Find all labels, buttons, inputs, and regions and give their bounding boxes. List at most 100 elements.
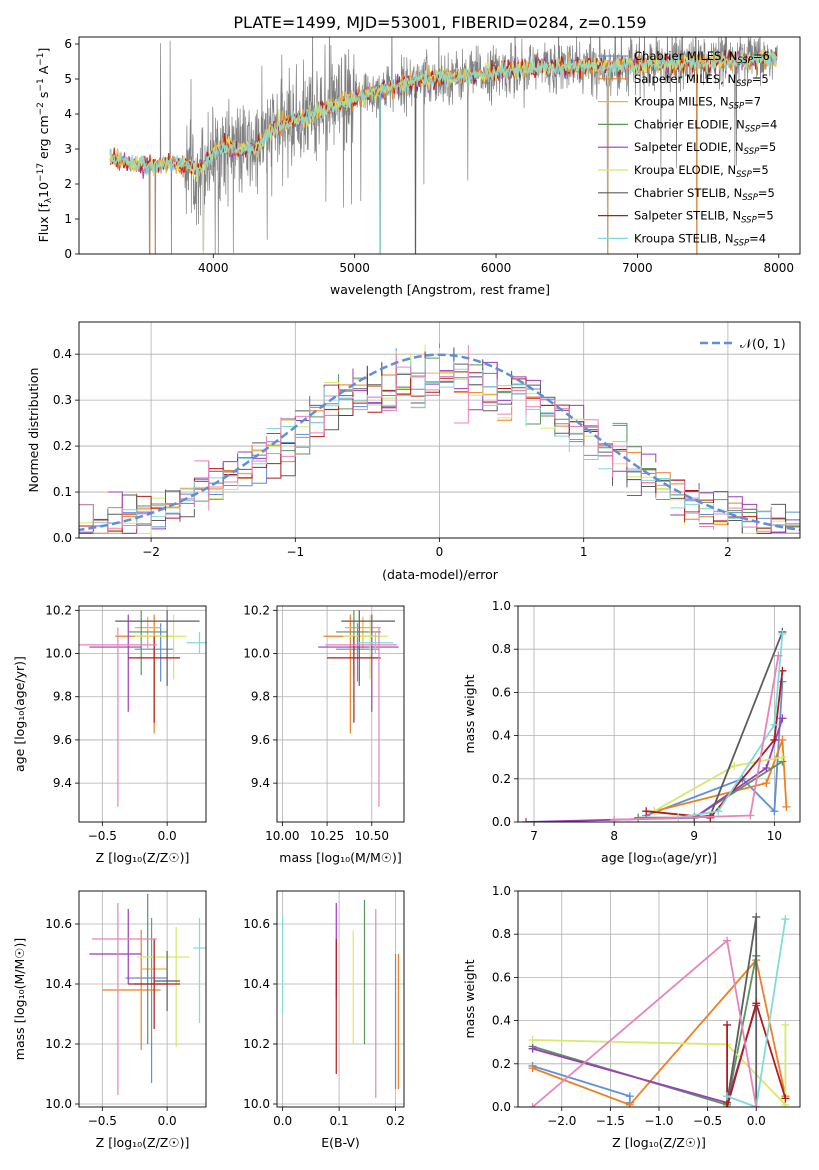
y-tick-label: 0.8 <box>492 927 511 941</box>
legend-entry: Salpeter MILES, NSSP=5 <box>634 72 769 89</box>
x-tick-label: 10.50 <box>355 829 389 843</box>
y-tick-label: 9.4 <box>53 776 72 790</box>
legend-entry: Chabrier ELODIE, NSSP=4 <box>634 117 777 134</box>
x-tick-label: −1.0 <box>644 1114 673 1128</box>
y-tick-label: 0.2 <box>492 772 511 786</box>
errorbars <box>318 610 399 807</box>
y-tick-label: 10.2 <box>243 603 270 617</box>
weight-marker <box>778 753 787 762</box>
y-tick-label: 5 <box>64 72 72 86</box>
y-tick-label: 9.6 <box>53 733 72 747</box>
legend-subscript: SSP <box>742 193 758 203</box>
weight-marker <box>528 1103 537 1107</box>
y-tick-label: 10.0 <box>45 647 72 661</box>
y-tick-label: 9.8 <box>251 690 270 704</box>
y-tick-label: 9.4 <box>251 776 270 790</box>
y-axis-label: mass weight <box>462 959 477 1038</box>
y-axis-label: age [log₁₀(age/yr)] <box>12 656 27 772</box>
y-tick-label: 0.4 <box>492 1014 511 1028</box>
weight-marker <box>762 779 771 788</box>
x-tick-label: −1 <box>286 545 304 559</box>
weight-marker <box>778 630 787 639</box>
weight-marker <box>781 1094 790 1103</box>
mass-weight-vs-metallicity-panel: −2.0 −1.5 −1.0 −0.5 0.0 0.0 0.2 0.4 0.6 0.8 1.0 Z [… <box>462 884 801 1150</box>
y-tick-label: 0.2 <box>492 1057 511 1071</box>
y-tick-label: 0.4 <box>492 729 511 743</box>
y-tick-label: 6 <box>64 37 72 51</box>
y-tick-label: 0.0 <box>492 815 511 829</box>
x-tick-label: 4000 <box>198 261 229 275</box>
y-tick-label: 0.6 <box>492 685 511 699</box>
weight-marker <box>781 915 790 924</box>
weight-series-line <box>532 955 758 1106</box>
weight-series-line <box>532 958 787 1106</box>
y-tick-label: 0.4 <box>53 347 72 361</box>
y-tick-label: 4 <box>64 107 72 121</box>
mass-weight-vs-age-panel: 7 8 9 10 0.0 0.2 0.4 0.6 0.8 1.0 age [log₁₀(age/yr… <box>462 599 801 865</box>
weight-marker <box>723 936 732 945</box>
y-tick-label: 0.3 <box>53 393 72 407</box>
y-axis-label: Flux [fλ10−17 erg cm−2 s−1 A−1] <box>36 48 54 243</box>
x-axis-label: wavelength [Angstrom, rest frame] <box>330 282 550 297</box>
axes-frame <box>276 605 405 823</box>
x-axis-label: mass [log₁₀(M/M☉)] <box>279 850 401 865</box>
legend-value: =5 <box>758 186 775 200</box>
spectrum-lines <box>109 37 778 254</box>
x-axis-label: Z [log₁₀(Z/Z☉)] <box>96 850 190 865</box>
x-tick-label: −1.5 <box>596 1114 625 1128</box>
age-vs-metallicity-panel: −0.5 0.0 9.4 9.6 9.8 10.0 10.2 Z [log₁₀(Z/Z☉)] a… <box>12 603 207 865</box>
weight-marker <box>723 1020 732 1029</box>
normal-reference-curve <box>79 353 800 532</box>
axes-frame <box>517 605 801 823</box>
histogram-series <box>79 344 800 534</box>
legend-value: =5 <box>752 72 769 86</box>
x-tick-label: 9 <box>690 829 698 843</box>
x-tick-label: −0.5 <box>693 1114 722 1128</box>
y-tick-label: 1.0 <box>492 599 511 613</box>
x-tick-label: 8000 <box>764 261 795 275</box>
y-tick-label: 0.1 <box>53 485 72 499</box>
x-axis-label: (data-model)/error <box>382 567 499 582</box>
legend-subscript: SSP <box>734 238 750 248</box>
x-axis-label: Z [log₁₀(Z/Z☉)] <box>96 1135 190 1150</box>
x-tick-label: −0.5 <box>88 829 117 843</box>
legend-subscript: SSP <box>741 216 757 226</box>
weight-series-line <box>614 655 780 821</box>
weight-marker <box>528 1064 537 1073</box>
legend-value: =4 <box>749 231 766 245</box>
x-tick-label: 0.1 <box>330 1114 349 1128</box>
weight-marker <box>762 764 771 772</box>
errorbars <box>79 610 206 807</box>
legend-subscript: SSP <box>736 170 752 180</box>
legend-entry: 𝒩(0, 1) <box>740 336 786 351</box>
x-tick-label: 10.00 <box>265 829 299 843</box>
x-tick-label: 10.25 <box>310 829 344 843</box>
x-tick-label: 5000 <box>339 261 370 275</box>
legend-value: =5 <box>759 140 776 154</box>
weight-marker <box>723 1092 732 1101</box>
y-tick-label: 3 <box>64 142 72 156</box>
weight-marker <box>782 802 791 811</box>
y-tick-label: 0 <box>64 247 72 261</box>
x-tick-label: −2.0 <box>547 1114 576 1128</box>
axes-frame <box>78 605 207 823</box>
weight-marker <box>752 912 761 921</box>
y-tick-label: 10.0 <box>45 1097 72 1111</box>
weight-marker <box>634 813 643 822</box>
y-tick-label: 10.2 <box>45 1037 72 1051</box>
weight-marker <box>778 714 787 723</box>
y-tick-label: 9.6 <box>251 733 270 747</box>
legend-value: =6 <box>753 49 770 63</box>
x-tick-label: −0.5 <box>88 1114 117 1128</box>
weight-marker <box>746 811 755 820</box>
weight-marker <box>778 735 787 744</box>
axes-frame <box>517 890 801 1108</box>
y-tick-label: 10.4 <box>45 977 72 991</box>
y-tick-label: 10.4 <box>243 977 270 991</box>
axes-frame <box>78 890 207 1108</box>
x-tick-label: −2 <box>142 545 160 559</box>
weight-lines <box>528 912 790 1107</box>
errorbars <box>282 900 399 1098</box>
x-tick-label: 2 <box>724 545 732 559</box>
legend-value: =7 <box>744 95 761 109</box>
